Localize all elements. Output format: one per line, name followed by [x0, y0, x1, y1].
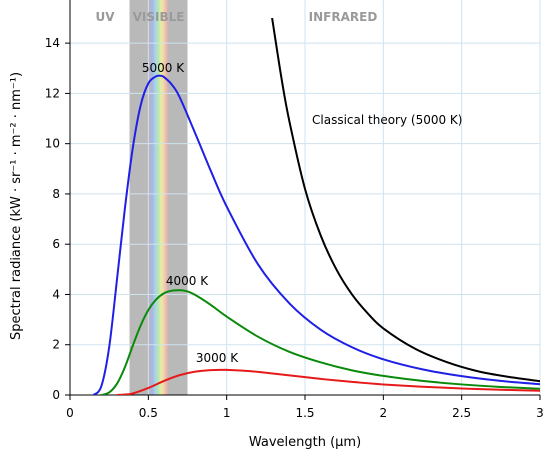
series-line-4000-k [100, 289, 540, 395]
x-axis-title: Wavelength (μm) [249, 435, 361, 450]
series-line-5000-k [92, 74, 540, 395]
y-tick-label: 8 [52, 187, 60, 201]
x-tick-label: 0.5 [139, 406, 158, 420]
axes: 0 0.5 1 1.5 2 2.5 3 0 2 4 6 8 10 12 14 [45, 0, 544, 420]
y-tick-label: 4 [52, 287, 60, 301]
band-label-visible: VISIBLE [133, 10, 185, 24]
x-tick-label: 3 [536, 406, 544, 420]
series-line-3000-k [116, 368, 540, 395]
series-label-5000-k: 5000 K [142, 61, 185, 75]
visible-band-spectrum [149, 0, 168, 395]
band-label-infrared: INFRARED [309, 10, 378, 24]
x-tick-label: 0 [66, 406, 74, 420]
spectral-bands [129, 0, 188, 395]
y-tick-label: 14 [45, 36, 60, 50]
y-tick-label: 2 [52, 338, 60, 352]
y-tick-label: 12 [45, 86, 60, 100]
series-labels: 5000 K 4000 K 3000 K Classical theory (5000… [142, 61, 463, 365]
series-label-3000-k: 3000 K [196, 351, 239, 365]
band-label-uv: UV [95, 10, 115, 24]
x-tick-label: 1 [223, 406, 231, 420]
y-tick-label: 0 [52, 388, 60, 402]
grid [70, 0, 541, 395]
y-axis-title: Spectral radiance (kW · sr⁻¹ · m⁻² · nm⁻… [9, 72, 24, 340]
x-tick-label: 1.5 [295, 406, 314, 420]
series-label-4000-k: 4000 K [166, 274, 209, 288]
series-label-classical-theory-5000-k: Classical theory (5000 K) [312, 113, 462, 127]
series-lines [92, 18, 540, 395]
band-labels: UV VISIBLE INFRARED [95, 10, 377, 24]
y-tick-label: 10 [45, 137, 60, 151]
y-tick-label: 6 [52, 237, 60, 251]
series-line-classical-theory-5000-k [271, 18, 540, 383]
x-tick-label: 2 [380, 406, 388, 420]
x-tick-label: 2.5 [452, 406, 471, 420]
